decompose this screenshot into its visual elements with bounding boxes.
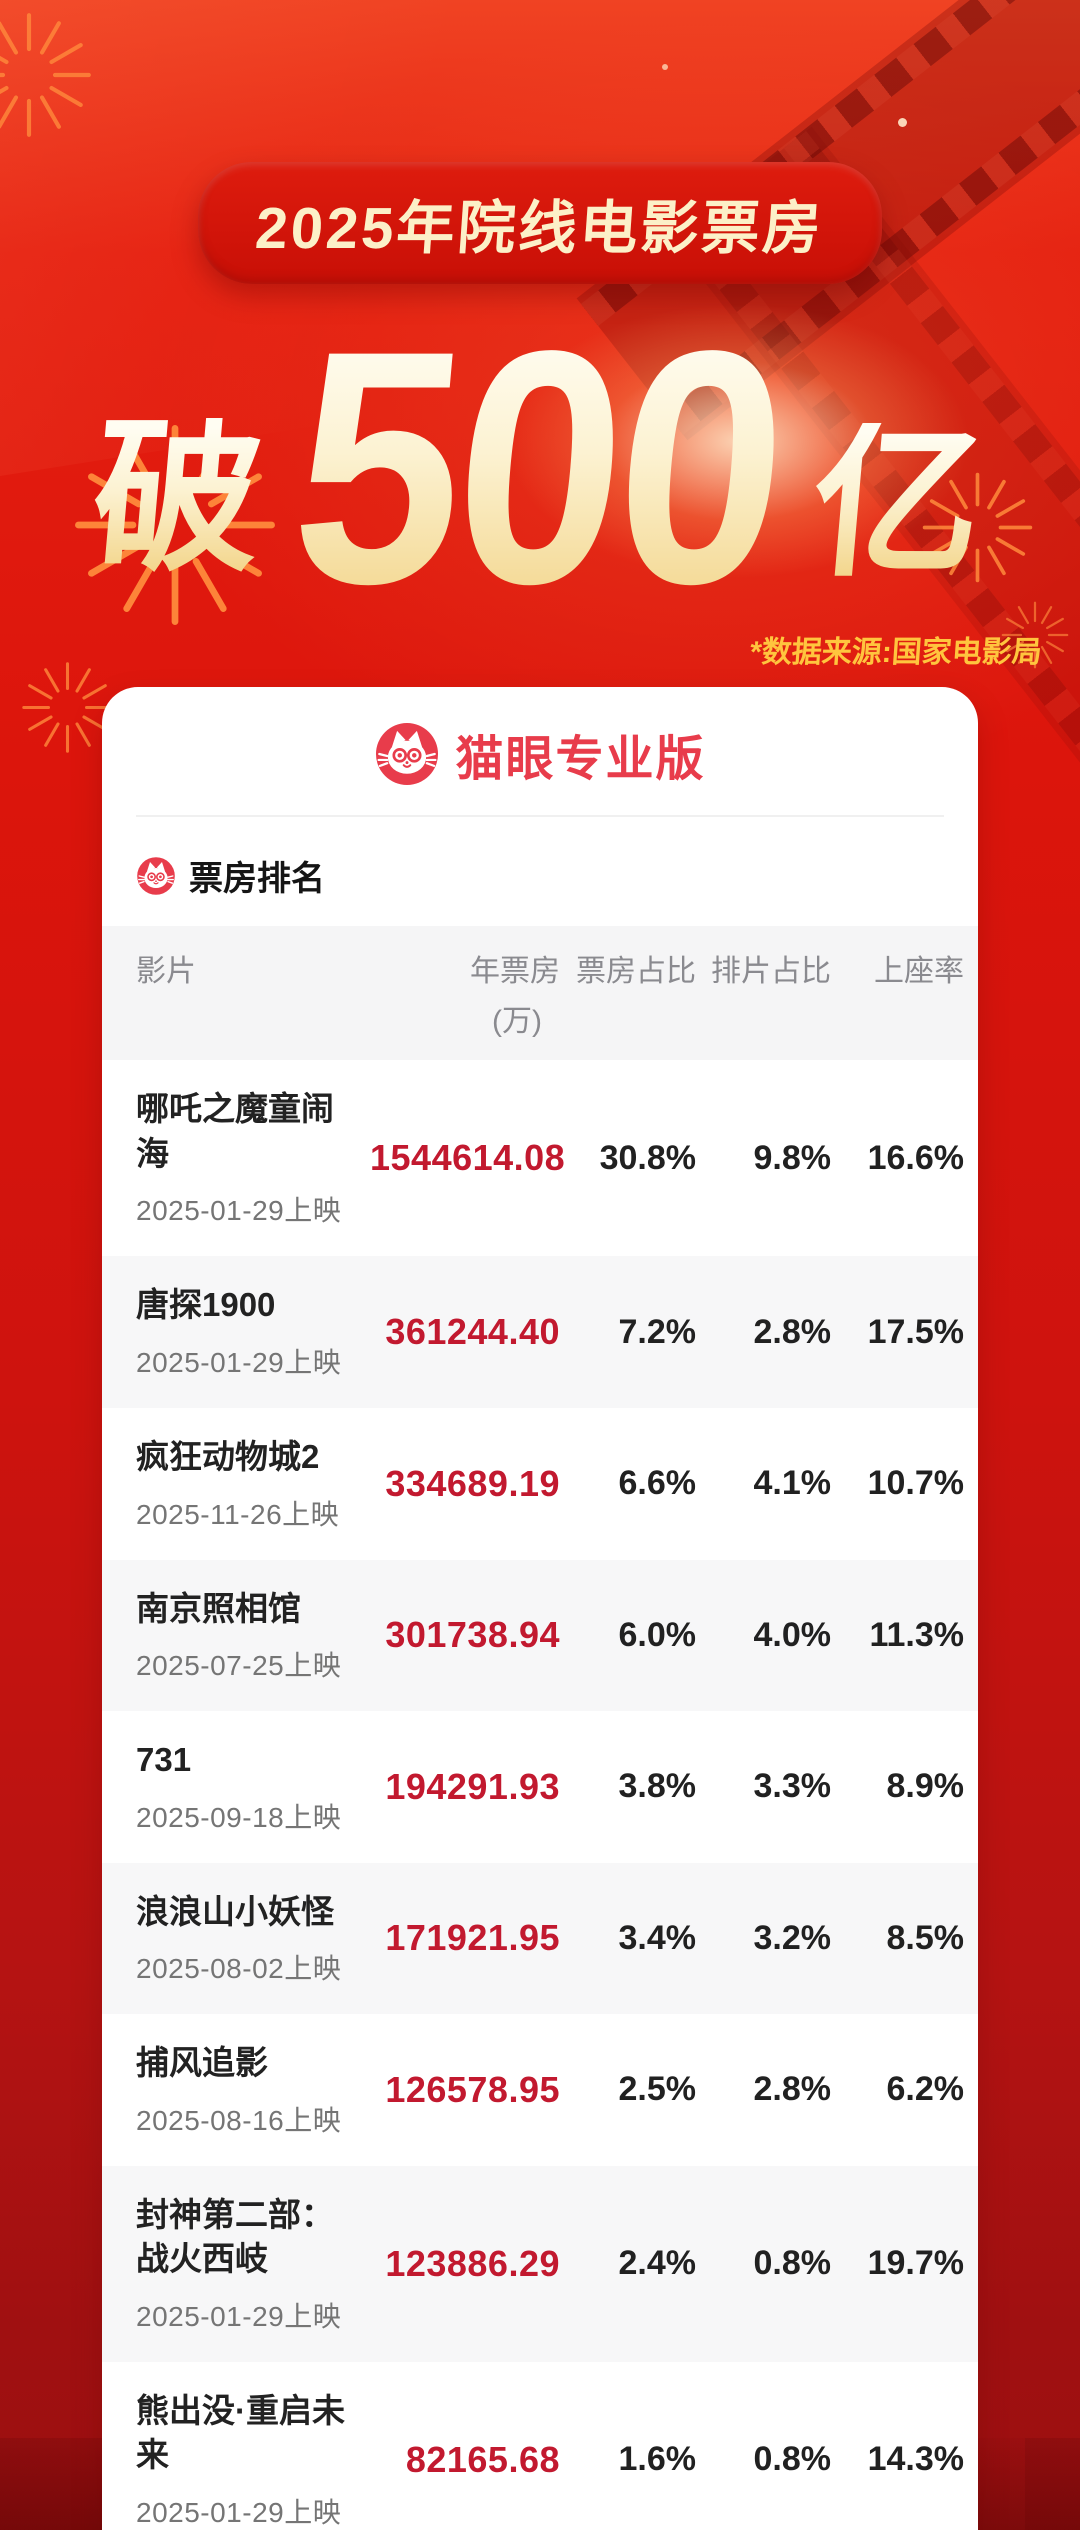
table-row: 封神第二部：战火西岐 2025-01-29上映 123886.29 2.4% 0… <box>102 2165 978 2362</box>
table-row: 疯狂动物城2 2025-11-26上映 334689.19 6.6% 4.1% … <box>102 1408 978 1560</box>
col-header-attendance: 上座率 <box>874 955 964 989</box>
firework-icon <box>22 662 113 753</box>
movie-cell: 浪浪山小妖怪 2025-08-02上映 <box>136 1890 370 1988</box>
hero-section: 2025年院线电影票房 破 500 亿 *数据来源:国家电影局 <box>0 0 1080 671</box>
movie-cell: 熊出没·重启未来 2025-01-29上映 <box>136 2389 370 2530</box>
col-header-box-office: 年票房 (万) <box>470 955 560 1039</box>
movie-title: 哪吒之魔童闹海 <box>136 1090 334 1172</box>
brand-name: 猫眼专业版 <box>455 733 706 787</box>
box-office-value: 361244.40 <box>385 1311 560 1353</box>
box-office-share-value: 3.4% <box>618 1918 697 1957</box>
ranking-card: 猫眼专业版 票房排名 影片 年票房 (万) 票房占比 排片占比 上座率 哪吒之魔… <box>102 687 978 2530</box>
box-office-value: 301738.94 <box>385 1614 560 1656</box>
banner-title: 2025年院线电影票房 <box>253 196 826 261</box>
movie-cell: 疯狂动物城2 2025-11-26上映 <box>136 1435 370 1533</box>
movie-cell: 南京照相馆 2025-07-25上映 <box>136 1587 370 1685</box>
movie-cell: 捕风追影 2025-08-16上映 <box>136 2041 370 2139</box>
screening-share-value: 2.8% <box>753 1312 832 1351</box>
release-date: 2025-01-29上映 <box>136 1195 342 1227</box>
movie-title: 熊出没·重启未来 <box>136 2391 345 2474</box>
headline: 破 500 亿 <box>0 282 1080 653</box>
brand-header: 猫眼专业版 <box>102 687 978 789</box>
ranking-table-body: 哪吒之魔童闹海 2025-01-29上映 1544614.08 30.8% 9.… <box>102 1060 978 2530</box>
maoyan-cat-icon-small <box>136 856 176 896</box>
release-date: 2025-01-29上映 <box>136 1347 342 1379</box>
movie-title: 浪浪山小妖怪 <box>136 1892 334 1930</box>
data-source-note: *数据来源:国家电影局 <box>748 636 1043 670</box>
release-date: 2025-09-18上映 <box>136 1801 342 1833</box>
box-office-value: 123886.29 <box>385 2242 560 2284</box>
headline-number: 500 <box>280 282 796 653</box>
box-office-value: 82165.68 <box>405 2438 560 2480</box>
attendance-value: 10.7% <box>867 1464 964 1503</box>
release-date: 2025-01-29上映 <box>136 2300 342 2332</box>
screening-share-value: 2.8% <box>753 2070 832 2109</box>
box-office-share-value: 2.5% <box>618 2070 697 2109</box>
movie-cell: 封神第二部：战火西岐 2025-01-29上映 <box>136 2193 370 2335</box>
screening-share-value: 0.8% <box>753 2244 832 2283</box>
screening-share-value: 4.0% <box>753 1615 832 1654</box>
screening-share-value: 3.2% <box>753 1918 832 1957</box>
table-row: 浪浪山小妖怪 2025-08-02上映 171921.95 3.4% 3.2% … <box>102 1862 978 2015</box>
box-office-share-value: 30.8% <box>599 1138 696 1177</box>
attendance-value: 8.9% <box>886 1767 965 1806</box>
attendance-value: 17.5% <box>867 1312 964 1351</box>
table-row: 南京照相馆 2025-07-25上映 301738.94 6.0% 4.0% 1… <box>102 1559 978 1712</box>
movie-title: 封神第二部：战火西岐 <box>136 2195 334 2278</box>
movie-title: 731 <box>136 1741 192 1779</box>
movie-title: 南京照相馆 <box>136 1589 301 1627</box>
movie-title: 疯狂动物城2 <box>136 1438 320 1476</box>
box-office-value: 334689.19 <box>385 1462 560 1504</box>
movie-cell: 731 2025-09-18上映 <box>136 1738 370 1836</box>
screening-share-value: 0.8% <box>753 2440 832 2479</box>
screening-share-value: 4.1% <box>753 1464 832 1503</box>
box-office-value: 171921.95 <box>385 1917 560 1959</box>
attendance-value: 11.3% <box>869 1615 964 1654</box>
box-office-share-value: 6.6% <box>618 1464 697 1503</box>
col-header-screening-share: 排片占比 <box>711 955 831 989</box>
table-row: 唐探1900 2025-01-29上映 361244.40 7.2% 2.8% … <box>102 1256 978 1409</box>
box-office-value: 194291.93 <box>385 1765 560 1807</box>
release-date: 2025-07-25上映 <box>136 1650 342 1682</box>
attendance-value: 6.2% <box>886 2070 965 2109</box>
attendance-value: 19.7% <box>867 2244 964 2283</box>
attendance-value: 16.6% <box>867 1138 964 1177</box>
table-row: 731 2025-09-18上映 194291.93 3.8% 3.3% 8.9… <box>102 1711 978 1863</box>
movie-title: 唐探1900 <box>136 1286 276 1324</box>
screening-share-value: 9.8% <box>753 1138 832 1177</box>
screening-share-value: 3.3% <box>753 1767 832 1806</box>
section-title: 票房排名 <box>189 860 325 899</box>
release-date: 2025-01-29上映 <box>136 2496 342 2528</box>
maoyan-cat-icon <box>375 722 440 787</box>
box-office-value: 126578.95 <box>385 2068 560 2110</box>
box-office-share-value: 7.2% <box>618 1312 697 1351</box>
movie-cell: 唐探1900 2025-01-29上映 <box>136 1283 370 1381</box>
release-date: 2025-08-02上映 <box>136 1953 342 1985</box>
col-header-movie: 影片 <box>136 955 196 989</box>
box-office-share-value: 6.0% <box>618 1615 697 1654</box>
attendance-value: 8.5% <box>886 1918 965 1957</box>
release-date: 2025-08-16上映 <box>136 2104 342 2136</box>
box-office-value: 1544614.08 <box>370 1137 566 1179</box>
release-date: 2025-11-26上映 <box>136 1498 340 1530</box>
divider <box>136 815 944 818</box>
movie-cell: 哪吒之魔童闹海 2025-01-29上映 <box>136 1087 370 1229</box>
table-row: 哪吒之魔童闹海 2025-01-29上映 1544614.08 30.8% 9.… <box>102 1060 978 1256</box>
attendance-value: 14.3% <box>867 2440 964 2479</box>
section-header: 票房排名 <box>102 817 978 926</box>
table-row: 捕风追影 2025-08-16上映 126578.95 2.5% 2.8% 6.… <box>102 2014 978 2166</box>
box-office-share-value: 1.6% <box>618 2440 697 2479</box>
headline-suffix: 亿 <box>804 407 990 596</box>
box-office-share-value: 3.8% <box>618 1767 697 1806</box>
box-office-share-value: 2.4% <box>618 2244 697 2283</box>
table-header-row: 影片 年票房 (万) 票房占比 排片占比 上座率 <box>102 926 978 1061</box>
banner-pill: 2025年院线电影票房 <box>197 162 883 284</box>
table-row: 熊出没·重启未来 2025-01-29上映 82165.68 1.6% 0.8%… <box>102 2362 978 2530</box>
movie-title: 捕风追影 <box>136 2044 268 2082</box>
col-header-box-office-share: 票房占比 <box>576 955 696 989</box>
headline-prefix: 破 <box>85 402 270 591</box>
